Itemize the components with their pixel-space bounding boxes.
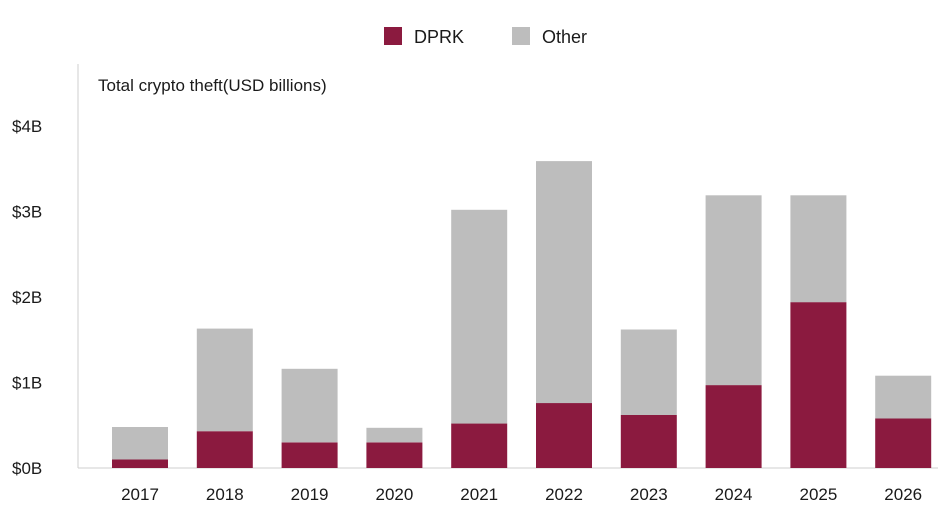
bar-dprk-2021 [451, 423, 508, 468]
x-tick-label-2017: 2017 [121, 485, 159, 504]
x-tick-label-2019: 2019 [291, 485, 329, 504]
bar-dprk-2023 [620, 415, 677, 468]
chart-subtitle: Total crypto theft(USD billions) [98, 76, 327, 95]
y-tick-label: $4B [12, 117, 42, 136]
y-tick-label: $2B [12, 288, 42, 307]
legend: DPRK Other [384, 27, 587, 47]
y-tick-label: $0B [12, 459, 42, 478]
x-tick-label-2021: 2021 [460, 485, 498, 504]
legend-label-dprk: DPRK [414, 27, 464, 47]
bar-dprk-2025 [790, 302, 847, 468]
bar-other-2021 [451, 209, 508, 424]
legend-label-other: Other [542, 27, 587, 47]
bar-other-2026 [875, 375, 932, 419]
x-tick-label-2018: 2018 [206, 485, 244, 504]
bar-dprk-2018 [196, 431, 253, 468]
bar-other-2023 [620, 329, 677, 415]
bar-other-2022 [536, 161, 592, 404]
x-tick-label-2023: 2023 [630, 485, 668, 504]
bar-dprk-2019 [281, 442, 338, 468]
x-tick-label-2025: 2025 [799, 485, 837, 504]
x-tick-label-2026: 2026 [884, 485, 922, 504]
bar-other-2020 [366, 427, 423, 443]
x-tick-label-2024: 2024 [715, 485, 753, 504]
bar-dprk-2024 [705, 385, 762, 468]
bar-dprk-2026 [875, 418, 932, 468]
x-tick-labels: 2017 2018 2019 2020 2021 2022 2023 2024 2025 2026 [121, 485, 922, 504]
bar-other-2019 [281, 368, 338, 443]
x-tick-label-2022: 2022 [545, 485, 583, 504]
y-tick-label: $1B [12, 374, 42, 393]
bar-other-2024 [705, 195, 762, 386]
bar-dprk-2022 [536, 403, 592, 468]
x-tick-label-2020: 2020 [375, 485, 413, 504]
bars [112, 161, 932, 468]
bar-dprk-2017 [112, 459, 168, 468]
legend-swatch-dprk [384, 27, 402, 45]
bar-other-2018 [196, 328, 253, 432]
legend-swatch-other [512, 27, 530, 45]
bar-other-2017 [112, 427, 168, 460]
bar-other-2025 [790, 195, 847, 303]
y-tick-label: $3B [12, 203, 42, 222]
bar-dprk-2020 [366, 442, 423, 468]
y-tick-labels: $0B $1B $2B $3B $4B [12, 117, 42, 478]
